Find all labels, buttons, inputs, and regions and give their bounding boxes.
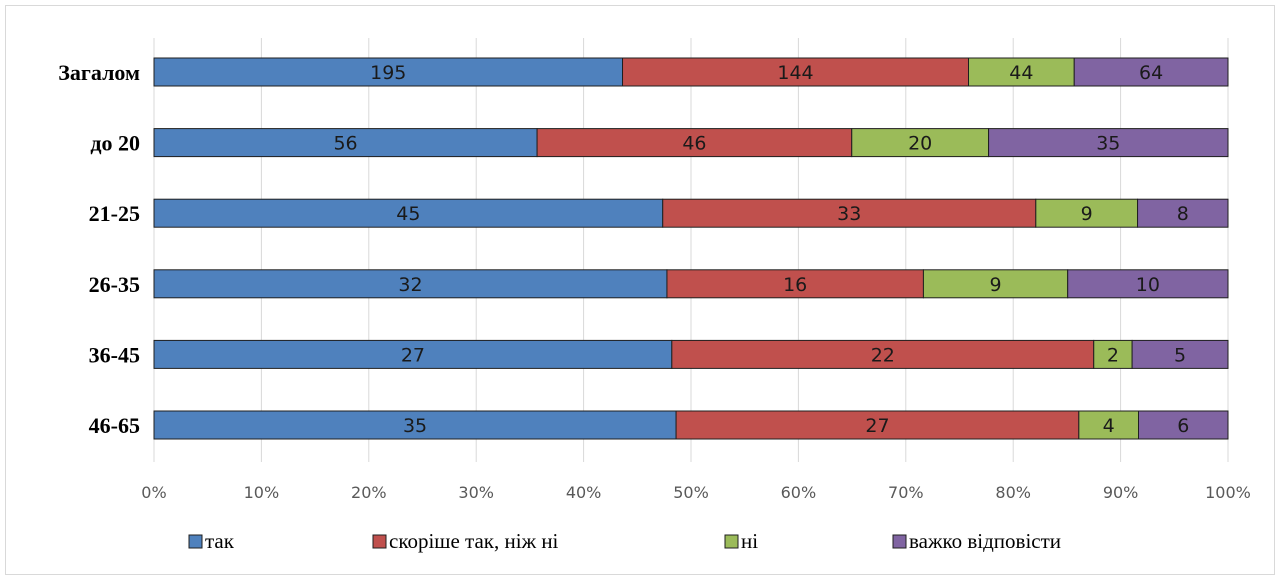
- bar-segment: [1073, 57, 1229, 87]
- data-label: 5: [1174, 344, 1186, 366]
- data-label: 6: [1177, 415, 1189, 437]
- data-label: 64: [1139, 62, 1163, 84]
- legend-label: ні: [741, 529, 758, 553]
- x-tick-label: 50%: [673, 483, 709, 502]
- data-label: 4: [1103, 415, 1115, 437]
- x-axis-tick-labels: 0% 10% 20% 30% 40% 50% 60% 70% 80% 90% 100%: [141, 483, 1251, 502]
- data-label: 44: [1009, 62, 1033, 84]
- bar-segment: [153, 269, 668, 299]
- category-label: 36-45: [89, 342, 140, 367]
- bar-segment: [153, 198, 664, 228]
- bar-segment: [536, 128, 853, 158]
- bar-segment: [662, 198, 1037, 228]
- data-label: 20: [908, 133, 932, 155]
- bar-segment: [675, 410, 1080, 440]
- x-tick-label: 20%: [351, 483, 387, 502]
- category-label: Загалом: [58, 60, 140, 85]
- x-tick-label: 0%: [141, 483, 166, 502]
- data-label: 32: [398, 274, 422, 296]
- data-label: 33: [837, 203, 861, 225]
- data-label: 9: [1081, 203, 1093, 225]
- category-label: до 20: [90, 131, 140, 156]
- x-tick-label: 90%: [1103, 483, 1139, 502]
- data-label: 144: [777, 62, 813, 84]
- data-label: 35: [1096, 133, 1120, 155]
- gridlines: [153, 38, 1229, 462]
- data-label: 195: [370, 62, 406, 84]
- data-label: 9: [990, 274, 1002, 296]
- bar-segment: [988, 128, 1229, 158]
- bar-segment: [1035, 198, 1139, 228]
- bar-segment: [1078, 410, 1140, 440]
- category-label: 26-35: [89, 272, 140, 297]
- data-label: 2: [1107, 344, 1119, 366]
- category-label: 21-25: [89, 201, 140, 226]
- bar-segment: [666, 269, 924, 299]
- data-label: 56: [333, 133, 357, 155]
- bar-segment: [1131, 339, 1229, 369]
- legend: так скоріше так, ніж ні ні важко відповісти: [188, 529, 1061, 553]
- data-label: 45: [396, 203, 420, 225]
- data-label: 46: [682, 133, 706, 155]
- x-tick-label: 10%: [244, 483, 280, 502]
- bar-segment: [153, 128, 538, 158]
- bar-segment: [968, 57, 1075, 87]
- bar-segment: [153, 410, 677, 440]
- legend-label: важко відповісти: [909, 529, 1061, 553]
- legend-swatch: [892, 534, 907, 549]
- x-tick-label: 100%: [1205, 483, 1251, 502]
- x-tick-label: 70%: [888, 483, 924, 502]
- data-label: 27: [865, 415, 889, 437]
- legend-swatch: [372, 534, 387, 549]
- x-tick-label: 40%: [566, 483, 602, 502]
- bar-segment: [851, 128, 990, 158]
- data-label: 22: [871, 344, 895, 366]
- x-tick-label: 30%: [458, 483, 494, 502]
- bar-segment: [1067, 269, 1229, 299]
- legend-swatch: [724, 534, 739, 549]
- bar-segment: [153, 57, 624, 87]
- data-label: 16: [783, 274, 807, 296]
- data-label: 8: [1177, 203, 1189, 225]
- category-labels: Загалом до 20 21-25 26-35 36-45 46-65: [58, 60, 140, 438]
- x-tick-label: 60%: [781, 483, 817, 502]
- legend-label: так: [205, 529, 235, 553]
- bar-segment: [671, 339, 1095, 369]
- legend-label: скоріше так, ніж ні: [389, 529, 559, 553]
- data-label: 35: [403, 415, 427, 437]
- data-label: 10: [1136, 274, 1160, 296]
- category-label: 46-65: [89, 413, 140, 438]
- bar-segment: [622, 57, 970, 87]
- bar-segment: [1137, 198, 1229, 228]
- bar-segment: [153, 339, 673, 369]
- x-tick-label: 80%: [995, 483, 1031, 502]
- data-label: 27: [401, 344, 425, 366]
- legend-swatch: [188, 534, 203, 549]
- bar-segment: [1138, 410, 1229, 440]
